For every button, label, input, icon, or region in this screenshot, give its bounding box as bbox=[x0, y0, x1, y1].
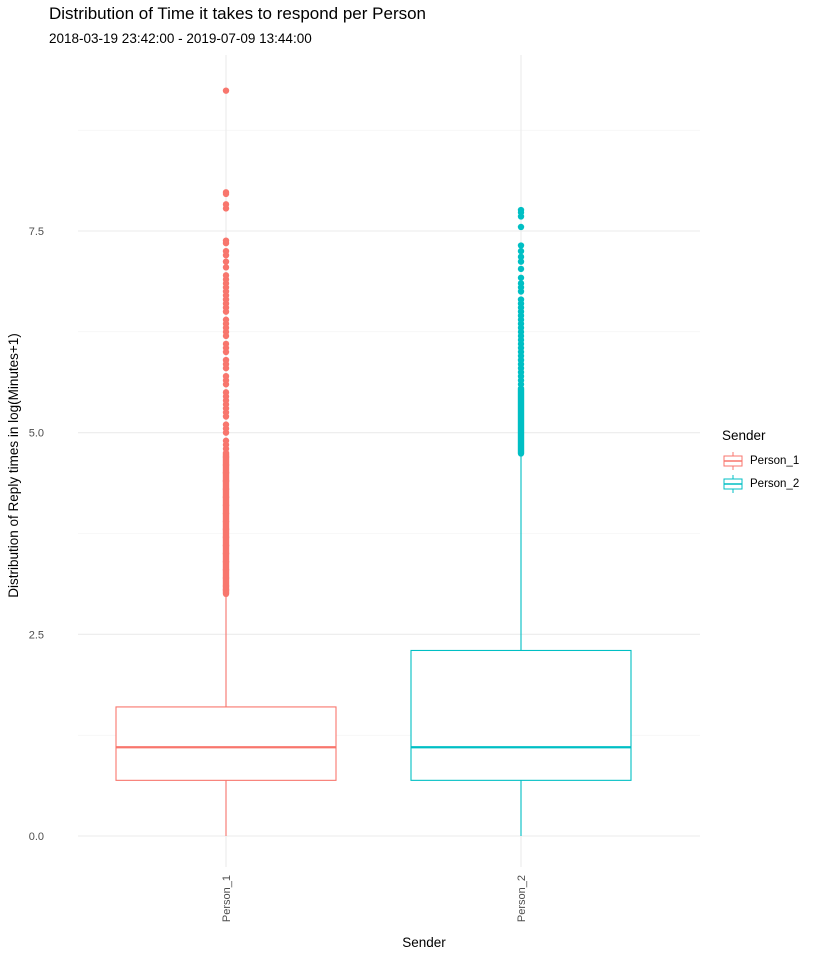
outlier-point bbox=[222, 582, 230, 590]
y-tick-label: 0.0 bbox=[29, 831, 44, 843]
outlier-point bbox=[222, 461, 230, 469]
legend: Sender Person_1 Person_2 bbox=[722, 428, 799, 495]
outlier-point bbox=[517, 274, 525, 281]
outlier-point bbox=[222, 87, 230, 94]
outlier-point bbox=[222, 502, 230, 509]
outlier-point bbox=[222, 558, 230, 565]
outlier-point bbox=[222, 485, 230, 493]
outlier-point bbox=[222, 421, 230, 428]
outlier-point bbox=[222, 258, 230, 265]
y-axis-title: Distribution of Reply times in log(Minut… bbox=[6, 333, 21, 597]
y-tick-label: 7.5 bbox=[29, 226, 44, 238]
outlier-point bbox=[517, 223, 525, 231]
x-tick-label: Person_2 bbox=[516, 875, 528, 922]
outlier-point bbox=[222, 437, 230, 444]
outlier-point bbox=[517, 280, 525, 287]
outlier-point bbox=[222, 201, 230, 208]
outlier-point bbox=[222, 518, 230, 525]
outlier-point bbox=[222, 272, 230, 279]
outlier-point bbox=[222, 550, 230, 557]
plot-area bbox=[115, 87, 632, 836]
legend-key-person-1 bbox=[723, 451, 743, 470]
outlier-point bbox=[222, 566, 230, 573]
x-axis-title: Sender bbox=[402, 935, 446, 950]
outlier-point bbox=[222, 189, 230, 196]
y-tick-label: 5.0 bbox=[29, 428, 44, 440]
legend-key-person-2 bbox=[723, 474, 743, 493]
box-iqr bbox=[410, 649, 632, 781]
legend-title: Sender bbox=[722, 428, 766, 443]
chart-title: Distribution of Time it takes to respond… bbox=[49, 4, 427, 23]
outlier-point bbox=[222, 247, 230, 255]
outlier-point bbox=[222, 542, 230, 549]
x-tick-label: Person_1 bbox=[221, 875, 233, 922]
box-person-1 bbox=[115, 87, 337, 836]
outlier-point bbox=[222, 510, 230, 517]
legend-label-person-2: Person_2 bbox=[750, 477, 800, 490]
outlier-point bbox=[222, 534, 230, 541]
outlier-point bbox=[517, 265, 525, 273]
outlier-point bbox=[517, 258, 525, 265]
outlier-point bbox=[222, 453, 230, 461]
y-tick-label: 2.5 bbox=[29, 629, 44, 641]
legend-label-person-1: Person_1 bbox=[750, 454, 800, 467]
outlier-point bbox=[222, 477, 230, 485]
outlier-point bbox=[517, 296, 525, 303]
outlier-point bbox=[222, 469, 230, 477]
outlier-point bbox=[517, 253, 525, 261]
outlier-point bbox=[222, 264, 230, 271]
outlier-point bbox=[222, 574, 230, 582]
outlier-point bbox=[517, 206, 525, 214]
outlier-point bbox=[517, 247, 525, 255]
outlier-point bbox=[222, 389, 230, 396]
box-person-2 bbox=[410, 206, 632, 836]
outlier-point bbox=[222, 526, 230, 533]
outlier-point bbox=[222, 356, 230, 364]
outlier-point bbox=[222, 494, 230, 501]
outlier-point bbox=[222, 373, 230, 380]
box-iqr bbox=[115, 706, 337, 781]
outlier-point bbox=[517, 242, 525, 249]
outlier-point bbox=[222, 237, 230, 244]
legend-item-person-1: Person_1 bbox=[722, 449, 799, 472]
outlier-point bbox=[222, 340, 230, 348]
chart-subtitle: 2018-03-19 23:42:00 - 2019-07-09 13:44:0… bbox=[49, 31, 312, 46]
outlier-point bbox=[222, 316, 230, 323]
axes: 0.0 2.5 5.0 7.5 Person_1 Person_2 Sender Distri… bbox=[6, 226, 528, 950]
legend-item-person-2: Person_2 bbox=[722, 472, 799, 495]
outlier-band bbox=[517, 385, 525, 457]
